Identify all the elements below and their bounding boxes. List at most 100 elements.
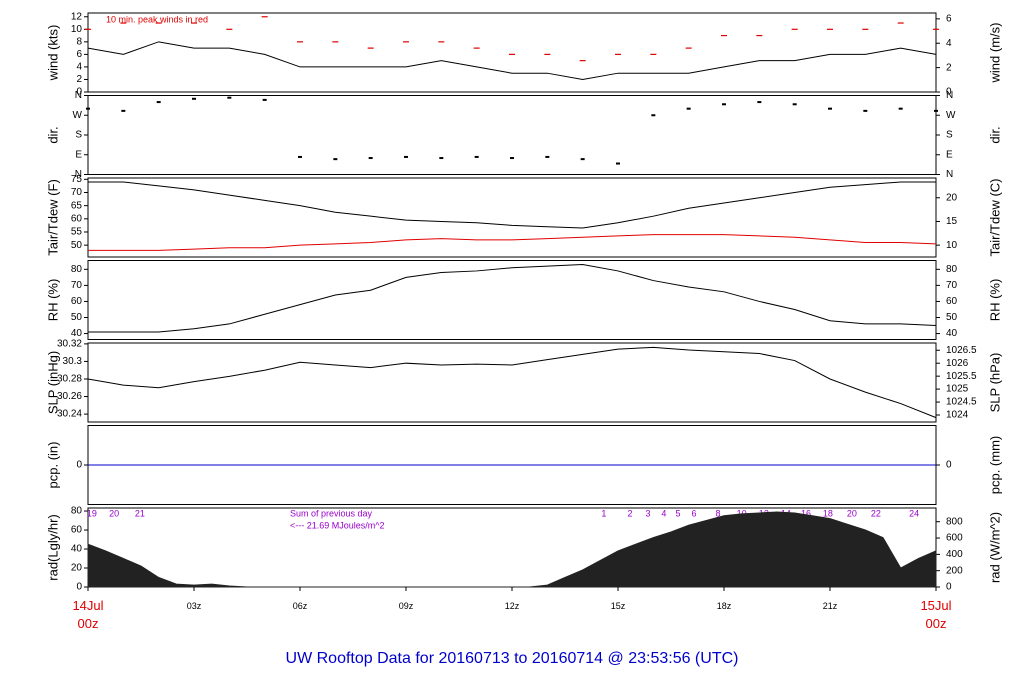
hour-marker: 22 (871, 508, 881, 518)
panel-frame (87, 260, 937, 340)
hour-marker: 4 (661, 508, 666, 518)
y-tick-label: 20 (71, 563, 83, 574)
y-tick-label: 10 (71, 24, 83, 35)
hour-marker: 20 (847, 508, 857, 518)
y-tick-label: 50 (71, 312, 83, 323)
y-tick-label: S (75, 130, 82, 141)
y2-tick-label: 2 (946, 62, 952, 73)
dir-point (439, 157, 444, 160)
y2-tick-label: 80 (946, 264, 958, 275)
y-axis-title: wind (kts) (45, 25, 60, 82)
panel-frame (87, 12, 937, 93)
dir-point (545, 155, 550, 158)
y2-tick-label: E (946, 149, 953, 160)
chart-title: UW Rooftop Data for 20160713 to 20160714… (285, 650, 739, 667)
y2-tick-label: N (946, 90, 953, 101)
dir-point (792, 103, 797, 106)
y-tick-label: 80 (71, 264, 83, 275)
dir-point (828, 107, 832, 110)
hour-marker: 18 (823, 508, 833, 518)
dir-point (898, 107, 903, 110)
hour-marker: 20 (109, 508, 119, 518)
y-tick-label: 30.24 (57, 409, 82, 420)
y2-tick-label: 40 (946, 328, 958, 339)
hour-marker: 21 (135, 508, 145, 518)
dir-point (651, 114, 656, 117)
y2-axis-title: RH (%) (987, 279, 1002, 322)
y-axis-title: dir. (45, 126, 60, 143)
dir-point (86, 107, 90, 110)
panel-frame (87, 95, 937, 175)
annotation: 10 min. peak winds in red (106, 14, 208, 24)
y-tick-label: 30.28 (57, 374, 82, 385)
y2-tick-label: 0 (946, 87, 952, 98)
y2-tick-label: 20 (946, 192, 958, 203)
y-tick-label: E (75, 149, 82, 160)
y2-tick-label: 50 (946, 312, 958, 323)
hour-marker: 8 (715, 508, 720, 518)
y2-axis-title: Tair/Tdew (C) (987, 178, 1002, 256)
panel-frame (87, 177, 937, 258)
y2-tick-label: 6 (946, 13, 952, 24)
dir-point (298, 155, 302, 158)
y-axis-title: Tair/Tdew (F) (45, 179, 60, 256)
y2-axis-title: dir. (987, 126, 1002, 143)
y2-tick-label: 60 (946, 296, 958, 307)
y-tick-label: 4 (76, 62, 82, 73)
y-tick-label: 30.3 (63, 356, 83, 367)
y2-tick-label: 70 (946, 280, 958, 291)
x-tick-label: 09z (398, 601, 414, 611)
y-tick-label: 0 (76, 582, 82, 593)
y-tick-label: 8 (76, 36, 82, 47)
data-line (88, 181, 936, 229)
y-axis-title: rad(Lgly/hr) (45, 514, 60, 580)
panel-frame (87, 342, 937, 423)
y-tick-label: 2 (76, 74, 82, 85)
y2-tick-label: 200 (946, 565, 963, 576)
y-tick-label: 30.32 (57, 339, 82, 350)
data-area (87, 511, 937, 588)
y2-tick-label: 1024.5 (946, 397, 977, 408)
x-tick-label: 21z (822, 601, 838, 611)
y2-tick-label: S (946, 130, 953, 141)
x-tick-label: 14Jul 00z (72, 598, 104, 631)
data-line (88, 234, 937, 251)
y2-tick-label: 1025.5 (946, 371, 977, 382)
dir-point (510, 157, 514, 160)
hour-marker: 19 (87, 508, 97, 518)
dir-point (757, 101, 762, 104)
y-tick-label: 30.26 (57, 391, 82, 402)
y2-axis-title: SLP (hPa) (987, 353, 1002, 413)
hour-marker: 24 (909, 508, 919, 518)
y-tick-label: 60 (71, 296, 83, 307)
dir-point (616, 162, 620, 165)
x-tick-label: 12z (504, 601, 520, 611)
y2-tick-label: 4 (946, 38, 952, 49)
y-tick-label: 6 (76, 49, 82, 60)
dir-point (474, 155, 479, 158)
y-tick-label: 75 (71, 174, 83, 185)
y2-tick-label: 1026.5 (946, 345, 977, 356)
y-tick-label: 40 (71, 544, 83, 555)
y-tick-label: 0 (76, 460, 82, 471)
dir-point (863, 109, 868, 112)
data-line (87, 346, 937, 419)
y-tick-label: 50 (71, 240, 83, 251)
x-tick-label: 15Jul 00z (920, 598, 952, 631)
y2-tick-label: 10 (946, 240, 958, 251)
y2-tick-label: N (946, 169, 953, 180)
dir-point (262, 98, 267, 101)
dir-point (227, 96, 232, 99)
y2-tick-label: 0 (946, 582, 952, 593)
y-tick-label: 60 (71, 213, 83, 224)
hour-marker: 3 (646, 508, 651, 518)
dir-point (404, 155, 408, 158)
y2-tick-label: 15 (946, 216, 958, 227)
dir-point (333, 158, 338, 161)
dir-point (121, 109, 126, 112)
y2-tick-label: 800 (946, 516, 963, 527)
hour-marker: 5 (676, 508, 681, 518)
annotation: <--- 21.69 MJoules/m^2 (290, 520, 385, 530)
x-tick-label: 15z (610, 601, 626, 611)
